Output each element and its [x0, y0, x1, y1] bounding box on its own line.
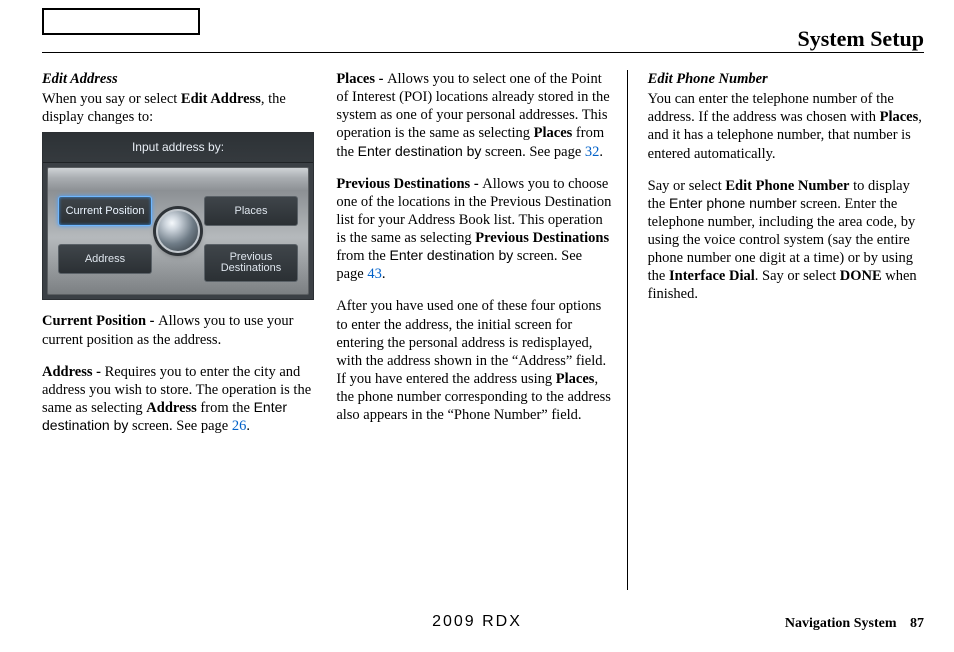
text-bold: Places — [880, 109, 919, 125]
text: . — [382, 266, 386, 282]
phone-intro: You can enter the telephone number of th… — [648, 90, 924, 163]
text: . Say or select — [755, 268, 840, 284]
decorative-box — [42, 8, 200, 35]
column-2: Places - Allows you to select one of the… — [336, 70, 627, 590]
column-3: Edit Phone Number You can enter the tele… — [646, 70, 924, 590]
nav-screen-prompt: Input address by: — [43, 133, 313, 163]
page-title: System Setup — [797, 25, 924, 53]
phone-instructions: Say or select Edit Phone Number to displ… — [648, 177, 924, 304]
edit-address-heading: Edit Address — [42, 70, 318, 88]
edit-address-intro: When you say or select Edit Address, the… — [42, 90, 318, 126]
nav-screen-illustration: Input address by: Current Position Place… — [42, 132, 314, 300]
nav-btn-address: Address — [58, 244, 152, 274]
redisplay-desc: After you have used one of these four op… — [336, 297, 612, 424]
text-bold: Places — [534, 125, 573, 141]
text: screen. See page — [128, 418, 231, 434]
current-position-desc: Current Position - Allows you to use you… — [42, 312, 318, 348]
nav-btn-places: Places — [204, 196, 298, 226]
text-bold: Edit Address — [181, 91, 261, 107]
text-bold: Previous Destinations — [475, 230, 609, 246]
column-1: Edit Address When you say or select Edit… — [42, 70, 318, 590]
text-bold: Edit Phone Number — [725, 178, 849, 194]
page-link-32[interactable]: 32 — [585, 144, 600, 160]
text-bold: Places - — [336, 71, 387, 87]
text: Say or select — [648, 178, 726, 194]
content-columns: Edit Address When you say or select Edit… — [42, 70, 924, 590]
text-bold: Previous Destinations - — [336, 176, 482, 192]
header-rule — [42, 52, 924, 53]
text-bold: Places — [556, 371, 595, 387]
ui-label: Enter destination by — [358, 143, 482, 159]
nav-knob-icon — [156, 209, 200, 253]
nav-btn-current-position: Current Position — [58, 196, 152, 226]
text: You can enter the telephone number of th… — [648, 91, 894, 125]
text-bold: Address — [146, 400, 197, 416]
previous-destinations-desc: Previous Destinations - Allows you to ch… — [336, 175, 612, 284]
edit-phone-heading: Edit Phone Number — [648, 70, 924, 88]
text: When you say or select — [42, 91, 181, 107]
nav-screen-panel: Current Position Places Address Previous… — [47, 167, 309, 295]
ui-label: Enter destination by — [389, 247, 513, 263]
text-bold: DONE — [840, 268, 882, 284]
text: screen. See page — [481, 144, 584, 160]
page-footer: 2009 RDX Navigation System 87 — [0, 612, 954, 632]
address-desc: Address - Requires you to enter the city… — [42, 363, 318, 436]
text-bold: Address - — [42, 364, 105, 380]
page-link-43[interactable]: 43 — [367, 266, 382, 282]
footer-section-label: Navigation System — [785, 616, 897, 631]
footer-page-number: 87 — [910, 616, 924, 631]
text: from the — [197, 400, 254, 416]
text-bold: Current Position - — [42, 313, 158, 329]
text: from the — [336, 248, 389, 264]
page-link-26[interactable]: 26 — [232, 418, 247, 434]
text: . — [246, 418, 250, 434]
places-desc: Places - Allows you to select one of the… — [336, 70, 612, 161]
nav-btn-previous-destinations: Previous Destinations — [204, 244, 298, 282]
text: Previous Destinations — [221, 252, 282, 275]
text-bold: Interface Dial — [669, 268, 755, 284]
footer-page-info: Navigation System 87 — [785, 615, 924, 633]
text: . — [599, 144, 603, 160]
ui-label: Enter phone number — [669, 195, 797, 211]
